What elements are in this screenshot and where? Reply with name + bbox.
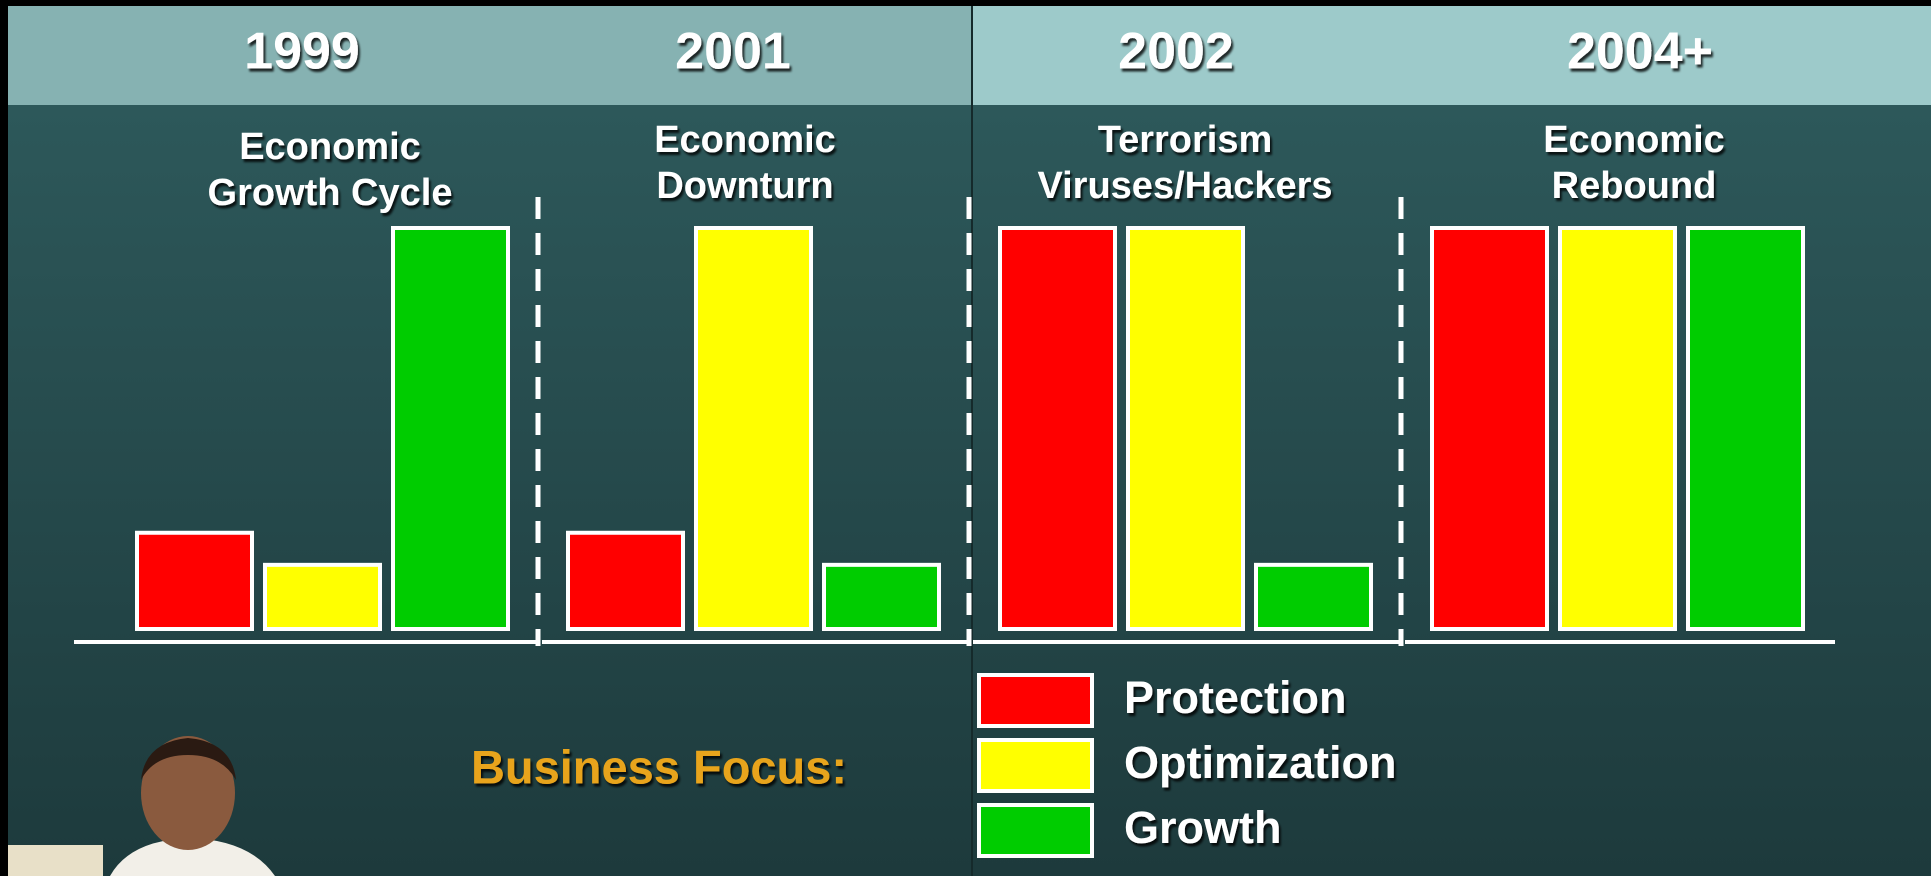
legend-label: Optimization [1124,737,1396,788]
bar [265,565,380,629]
header-left [8,6,972,105]
bar [696,228,811,629]
desk [8,845,103,876]
bar [824,565,939,629]
slide: 1999EconomicGrowth Cycle2001EconomicDown… [0,0,1931,876]
group-subtitle: Viruses/Hackers [1037,165,1332,207]
bar [1128,228,1243,629]
year-label: 2002 [1118,23,1234,81]
group-subtitle: Rebound [1552,165,1717,207]
year-label: 1999 [244,23,360,81]
legend-title: Business Focus: [471,740,847,793]
bar [1688,228,1803,629]
bar [137,533,252,629]
legend-label: Protection [1124,672,1347,723]
group-subtitle: Growth Cycle [208,172,453,214]
legend-swatch [979,740,1092,791]
legend-swatch [979,805,1092,856]
group-subtitle: Economic [1543,119,1725,161]
bar [1432,228,1547,629]
year-label: 2001 [675,23,791,81]
group-subtitle: Economic [654,119,836,161]
group-subtitle: Terrorism [1098,119,1273,161]
bar [568,533,683,629]
bar [1256,565,1371,629]
year-label: 2004+ [1567,23,1713,81]
header-right [972,6,1931,105]
legend-swatch [979,675,1092,726]
bar [1000,228,1115,629]
group-subtitle: Downturn [656,165,833,207]
legend-label: Growth [1124,802,1281,853]
bar [1560,228,1675,629]
bar [393,228,508,629]
group-subtitle: Economic [239,126,421,168]
page: 1999EconomicGrowth Cycle2001EconomicDown… [0,0,1931,876]
